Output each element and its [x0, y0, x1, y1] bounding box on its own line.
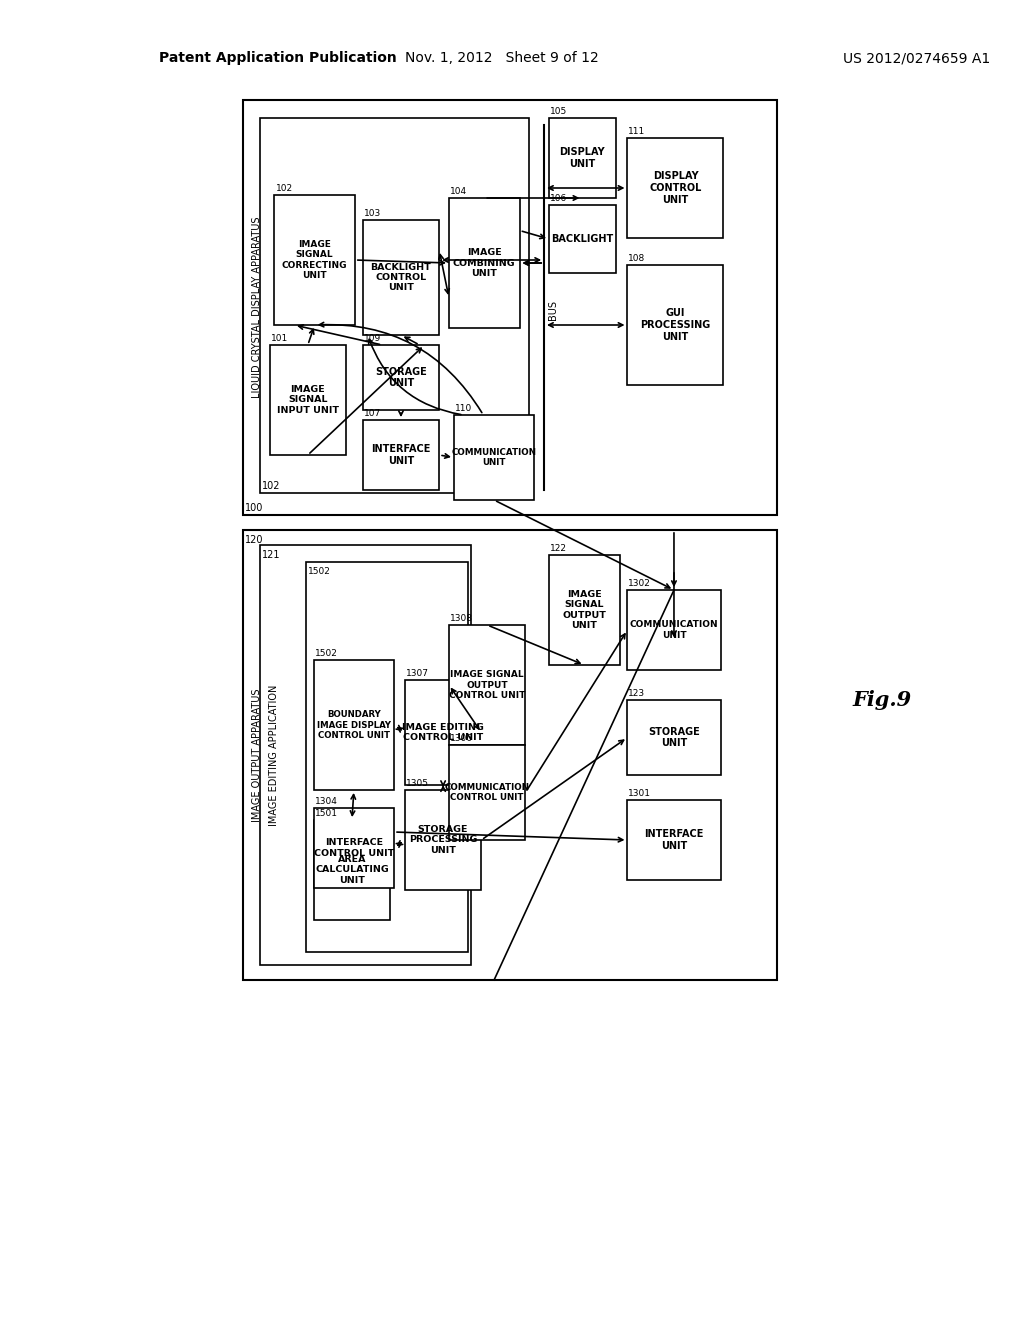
Text: BOUNDARY
IMAGE DISPLAY
CONTROL UNIT: BOUNDARY IMAGE DISPLAY CONTROL UNIT — [316, 710, 391, 741]
Text: 121: 121 — [262, 550, 281, 560]
Text: 105: 105 — [550, 107, 567, 116]
Bar — [260, 545, 471, 965]
Text: 111: 111 — [629, 127, 646, 136]
Text: IMAGE OUTPUT APPARATUS: IMAGE OUTPUT APPARATUS — [252, 688, 262, 822]
Text: 1305: 1305 — [406, 779, 429, 788]
Text: 102: 102 — [275, 183, 293, 193]
Text: STORAGE
UNIT: STORAGE UNIT — [648, 727, 699, 748]
Bar — [274, 195, 355, 325]
Text: 1502: 1502 — [314, 649, 338, 657]
Bar — [313, 808, 394, 888]
Bar — [628, 139, 724, 238]
Text: 122: 122 — [550, 544, 567, 553]
Bar — [243, 531, 777, 979]
Text: 123: 123 — [629, 689, 645, 698]
Text: 1306: 1306 — [450, 734, 473, 743]
Text: LIQUID CRYSTAL DISPLAY APPARATUS: LIQUID CRYSTAL DISPLAY APPARATUS — [252, 216, 262, 399]
Bar — [549, 554, 620, 665]
Text: 104: 104 — [450, 187, 467, 195]
Text: 103: 103 — [364, 209, 381, 218]
Text: 102: 102 — [262, 480, 281, 491]
Bar — [628, 265, 724, 385]
Bar — [449, 744, 525, 840]
Text: IMAGE
SIGNAL
OUTPUT
UNIT: IMAGE SIGNAL OUTPUT UNIT — [562, 590, 606, 630]
Text: BACKLIGHT: BACKLIGHT — [551, 234, 613, 244]
Bar — [306, 562, 468, 952]
Bar — [260, 117, 529, 492]
Text: IMAGE EDITING
CONTROL UNIT: IMAGE EDITING CONTROL UNIT — [402, 723, 484, 742]
Text: COMMUNICATION
UNIT: COMMUNICATION UNIT — [452, 447, 537, 467]
Bar — [404, 680, 481, 785]
Bar — [313, 820, 390, 920]
Bar — [404, 789, 481, 890]
Bar — [243, 100, 777, 515]
Text: US 2012/0274659 A1: US 2012/0274659 A1 — [843, 51, 990, 65]
Bar — [628, 800, 721, 880]
Bar — [628, 700, 721, 775]
Bar — [454, 414, 535, 500]
Text: 1307: 1307 — [406, 669, 429, 678]
Bar — [449, 198, 519, 327]
Text: STORAGE
UNIT: STORAGE UNIT — [375, 367, 427, 388]
Text: IMAGE SIGNAL
OUTPUT
CONTROL UNIT: IMAGE SIGNAL OUTPUT CONTROL UNIT — [450, 671, 525, 700]
Bar — [362, 420, 439, 490]
Bar — [362, 220, 439, 335]
Text: 120: 120 — [245, 535, 263, 545]
Text: INTERFACE
UNIT: INTERFACE UNIT — [644, 829, 703, 851]
Text: IMAGE
COMBINING
UNIT: IMAGE COMBINING UNIT — [453, 248, 516, 279]
Bar — [628, 590, 721, 671]
Text: 109: 109 — [364, 334, 381, 343]
Text: IMAGE
SIGNAL
INPUT UNIT: IMAGE SIGNAL INPUT UNIT — [276, 385, 339, 414]
Text: 1301: 1301 — [629, 789, 651, 799]
Text: IMAGE EDITING APPLICATION: IMAGE EDITING APPLICATION — [268, 684, 279, 826]
Text: 108: 108 — [629, 253, 646, 263]
Text: 1304: 1304 — [314, 797, 338, 807]
Text: 106: 106 — [550, 194, 567, 203]
Text: BUS: BUS — [548, 300, 558, 319]
Text: Fig.9: Fig.9 — [853, 690, 912, 710]
Text: 1502: 1502 — [308, 568, 331, 576]
Text: IMAGE
SIGNAL
CORRECTING
UNIT: IMAGE SIGNAL CORRECTING UNIT — [282, 240, 347, 280]
Text: BACKLIGHT
CONTROL
UNIT: BACKLIGHT CONTROL UNIT — [371, 263, 431, 293]
Text: 1308: 1308 — [450, 614, 473, 623]
Text: DISPLAY
CONTROL
UNIT: DISPLAY CONTROL UNIT — [649, 172, 701, 205]
Text: GUI
PROCESSING
UNIT: GUI PROCESSING UNIT — [640, 309, 711, 342]
Text: 1302: 1302 — [629, 579, 651, 587]
Text: 110: 110 — [455, 404, 472, 413]
Text: 100: 100 — [245, 503, 263, 513]
Bar — [449, 624, 525, 744]
Text: 101: 101 — [270, 334, 288, 343]
Text: 1501: 1501 — [314, 809, 338, 818]
Text: AREA
CALCULATING
UNIT: AREA CALCULATING UNIT — [315, 855, 389, 884]
Bar — [313, 660, 394, 789]
Text: INTERFACE
CONTROL UNIT: INTERFACE CONTROL UNIT — [313, 838, 394, 858]
Text: 107: 107 — [364, 409, 381, 418]
Bar — [269, 345, 346, 455]
Text: Patent Application Publication: Patent Application Publication — [159, 51, 396, 65]
Bar — [362, 345, 439, 411]
Text: STORAGE
PROCESSING
UNIT: STORAGE PROCESSING UNIT — [409, 825, 477, 855]
Text: COMMUNICATION
UNIT: COMMUNICATION UNIT — [630, 620, 718, 640]
Text: COMMUNICATION
CONTROL UNIT: COMMUNICATION CONTROL UNIT — [444, 783, 529, 803]
Text: INTERFACE
UNIT: INTERFACE UNIT — [372, 445, 431, 466]
Bar — [549, 205, 615, 273]
Bar — [549, 117, 615, 198]
Text: Nov. 1, 2012   Sheet 9 of 12: Nov. 1, 2012 Sheet 9 of 12 — [406, 51, 599, 65]
Text: DISPLAY
UNIT: DISPLAY UNIT — [559, 148, 605, 169]
